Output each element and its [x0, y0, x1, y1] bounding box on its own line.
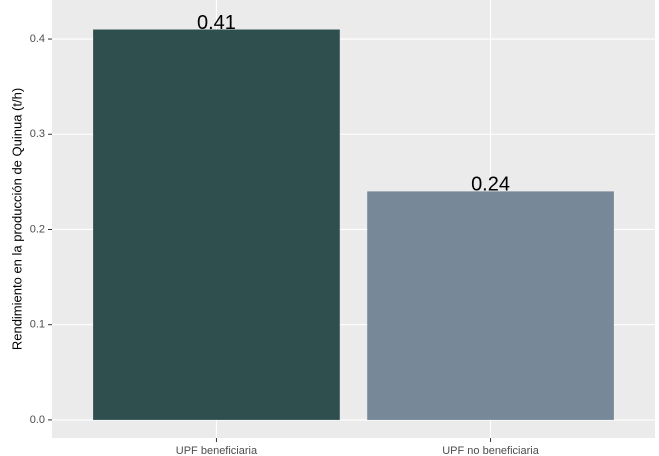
x-tick-label: UPF beneficiaria: [176, 445, 258, 456]
y-axis-label: Rendimiento en la producción de Quinua (…: [9, 88, 24, 350]
y-tick-label: 0.4: [30, 33, 45, 45]
bar: [367, 191, 614, 420]
y-tick-label: 0.1: [30, 319, 45, 331]
y-tick-label: 0.3: [30, 128, 45, 140]
value-label: 0.24: [471, 174, 510, 196]
bar: [93, 29, 340, 420]
y-tick-label: 0.2: [30, 223, 45, 235]
x-tick-label: UPF no beneficiaria: [442, 445, 539, 456]
y-tick-label: 0.0: [30, 414, 45, 426]
value-label: 0.41: [197, 12, 236, 34]
